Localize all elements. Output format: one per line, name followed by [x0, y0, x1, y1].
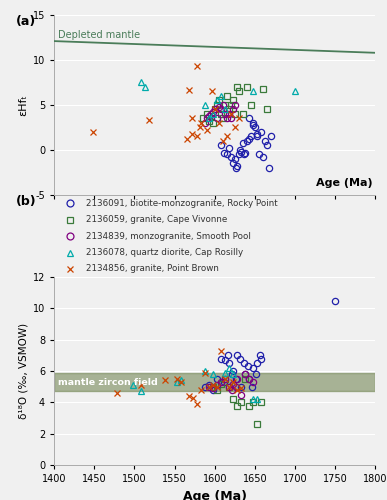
Text: 2136078, quartz diorite, Cap Rosilly: 2136078, quartz diorite, Cap Rosilly — [86, 248, 243, 257]
Text: 2136091, biotite-monzogranite, Rocky Point: 2136091, biotite-monzogranite, Rocky Poi… — [86, 198, 278, 207]
Text: (b): (b) — [15, 195, 36, 208]
Y-axis label: εHfₜ: εHfₜ — [19, 94, 29, 116]
Bar — [54, 372, 375, 392]
Text: 2136059, granite, Cape Vivonne: 2136059, granite, Cape Vivonne — [86, 215, 228, 224]
Text: Age (Ma): Age (Ma) — [315, 178, 372, 188]
Text: (a): (a) — [15, 15, 36, 28]
Y-axis label: δ¹⁸O (‰, VSMOW): δ¹⁸O (‰, VSMOW) — [19, 323, 29, 419]
X-axis label: Age (Ma): Age (Ma) — [183, 490, 247, 500]
Text: 2134839, monzogranite, Smooth Pool: 2134839, monzogranite, Smooth Pool — [86, 232, 251, 240]
Text: 2134856, granite, Point Brown: 2134856, granite, Point Brown — [86, 264, 219, 274]
Text: mantle zircon field: mantle zircon field — [58, 378, 158, 388]
Text: Depleted mantle: Depleted mantle — [58, 30, 140, 40]
